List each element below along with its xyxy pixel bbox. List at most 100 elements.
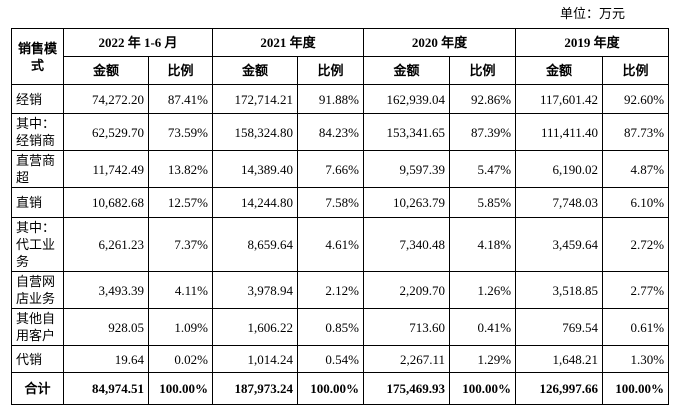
cell: 4.11% (148, 271, 213, 309)
cell: 3,493.39 (63, 271, 149, 309)
header-cell: 比例 (449, 56, 517, 85)
header-cell: 销售模式 (11, 28, 64, 85)
cell: 14,389.40 (212, 150, 298, 188)
cell: 3,978.94 (212, 271, 298, 309)
row-label: 其他自用客户 (11, 308, 64, 346)
data-row: 其中：代工业务 6,261.23 7.37% 8,659.64 4.61% 7,340.4… (11, 217, 670, 272)
cell: 100.00% (602, 372, 670, 405)
data-row: 直销 10,682.68 12.57% 14,244.80 7.58% 10,263.79… (11, 187, 670, 218)
header-cell: 金额 (63, 56, 149, 85)
cell: 10,263.79 (363, 187, 451, 218)
header-cell: 比例 (296, 56, 365, 85)
cell: 3,518.85 (515, 271, 604, 309)
cell: 126,997.66 (515, 372, 604, 405)
cell: 5.47% (449, 150, 517, 188)
header-row: 销售模式 2022 年 1-6 月 2021 年度 2020 年度 2019 年度 (11, 28, 670, 85)
cell: 4.18% (449, 217, 517, 272)
total-row: 合计 84,974.51 100.00% 187,973.24 100.00% 175,4… (11, 372, 670, 405)
cell: 6,190.02 (515, 150, 604, 188)
cell: 100.00% (296, 372, 365, 405)
data-row: 其中：经销商 62,529.70 73.59% 158,324.80 84.23% 153… (11, 113, 670, 151)
data-row: 经销 74,272.20 87.41% 172,714.21 91.88% 162,939… (11, 84, 670, 114)
cell: 91.88% (296, 84, 365, 114)
cell: 87.73% (602, 113, 670, 151)
data-row: 其他自用客户 928.05 1.09% 1,606.22 0.85% 713.60 0.41… (11, 308, 670, 346)
row-label: 合计 (11, 372, 64, 405)
cell: 769.54 (515, 308, 604, 346)
cell: 11,742.49 (63, 150, 149, 188)
header-cell: 金额 (212, 56, 298, 85)
cell: 1,648.21 (515, 345, 604, 373)
cell: 62,529.70 (63, 113, 149, 151)
cell: 14,244.80 (212, 187, 298, 218)
cell: 92.60% (602, 84, 670, 114)
cell: 0.85% (296, 308, 365, 346)
cell: 10,682.68 (63, 187, 149, 218)
cell: 84,974.51 (63, 372, 149, 405)
cell: 2.12% (296, 271, 365, 309)
cell: 6.10% (602, 187, 670, 218)
unit-note: 单位：万元 (560, 6, 626, 21)
row-label: 经销 (11, 84, 64, 114)
cell: 1.09% (148, 308, 213, 346)
cell: 0.54% (296, 345, 365, 373)
cell: 3,459.64 (515, 217, 604, 272)
cell: 2,209.70 (363, 271, 451, 309)
cell: 187,973.24 (212, 372, 298, 405)
header-cell: 2022 年 1-6 月 (63, 28, 213, 57)
cell: 7.37% (148, 217, 213, 272)
cell: 12.57% (148, 187, 213, 218)
header-cell: 2019 年度 (515, 28, 670, 57)
cell: 1.29% (449, 345, 517, 373)
cell: 92.86% (449, 84, 517, 114)
cell: 153,341.65 (363, 113, 451, 151)
cell: 9,597.39 (363, 150, 451, 188)
cell: 0.41% (449, 308, 517, 346)
cell: 1.26% (449, 271, 517, 309)
cell: 87.39% (449, 113, 517, 151)
cell: 100.00% (148, 372, 213, 405)
row-label: 自营网店业务 (11, 271, 64, 309)
header-cell: 比例 (148, 56, 213, 85)
cell: 6,261.23 (63, 217, 149, 272)
cell: 172,714.21 (212, 84, 298, 114)
cell: 4.61% (296, 217, 365, 272)
sales-table: 销售模式 2022 年 1-6 月 2021 年度 2020 年度 2019 年度 金额比… (11, 28, 670, 405)
cell: 1,606.22 (212, 308, 298, 346)
cell: 2.72% (602, 217, 670, 272)
cell: 84.23% (296, 113, 365, 151)
cell: 158,324.80 (212, 113, 298, 151)
cell: 5.85% (449, 187, 517, 218)
cell: 162,939.04 (363, 84, 451, 114)
cell: 1.30% (602, 345, 670, 373)
cell: 2.77% (602, 271, 670, 309)
cell: 100.00% (449, 372, 517, 405)
row-label: 直营商超 (11, 150, 64, 188)
header-cell: 2021 年度 (211, 28, 365, 57)
data-row: 代销 19.64 0.02% 1,014.24 0.54% 2,267.11 1.29% 1,… (11, 345, 670, 373)
header-cell: 金额 (363, 56, 451, 85)
cell: 0.02% (148, 345, 213, 373)
data-row: 直营商超 11,742.49 13.82% 14,389.40 7.66% 9,597.3… (11, 150, 670, 188)
cell: 8,659.64 (212, 217, 298, 272)
header-cell: 比例 (602, 56, 670, 85)
header-cell: 金额 (515, 56, 604, 85)
header-row: 金额 比例 金额 比例 金额 比例 金额 比例 (12, 56, 670, 85)
cell: 111,411.40 (515, 113, 604, 151)
table-body: 销售模式 2022 年 1-6 月 2021 年度 2020 年度 2019 年度 金额比… (11, 28, 670, 405)
row-label: 直销 (11, 187, 64, 218)
data-row: 自营网店业务 3,493.39 4.11% 3,978.94 2.12% 2,209.70… (11, 271, 670, 309)
cell: 1,014.24 (212, 345, 298, 373)
cell: 13.82% (148, 150, 213, 188)
cell: 19.64 (63, 345, 149, 373)
cell: 87.41% (148, 84, 213, 114)
cell: 7.58% (296, 187, 365, 218)
row-label: 其中：经销商 (11, 113, 64, 151)
cell: 7.66% (296, 150, 365, 188)
cell: 74,272.20 (63, 84, 149, 114)
cell: 117,601.42 (515, 84, 604, 114)
cell: 2,267.11 (363, 345, 451, 373)
cell: 7,748.03 (515, 187, 604, 218)
cell: 4.87% (602, 150, 670, 188)
cell: 928.05 (63, 308, 149, 346)
